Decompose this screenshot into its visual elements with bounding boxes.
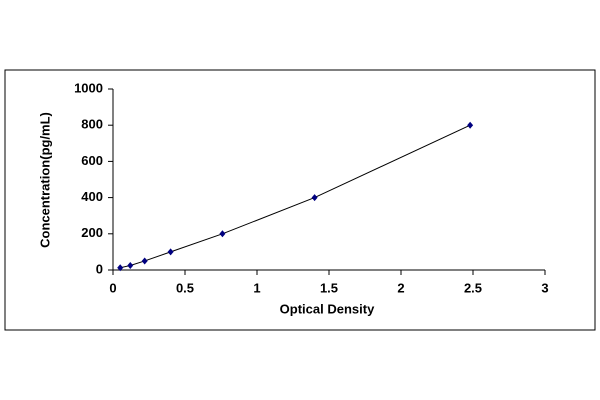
data-point — [117, 264, 124, 272]
y-axis-label: Concentration(pg/mL) — [37, 112, 52, 248]
data-point — [467, 121, 474, 129]
data-point — [167, 248, 174, 256]
x-tick-label: 1.5 — [320, 280, 338, 295]
x-tick-label: 0 — [109, 280, 116, 295]
x-tick-label: 1 — [253, 280, 260, 295]
data-point — [311, 194, 318, 202]
x-tick-label: 0.5 — [176, 280, 194, 295]
y-tick-label: 200 — [81, 225, 103, 240]
x-tick-label: 2 — [397, 280, 404, 295]
y-tick-label: 1000 — [74, 80, 103, 95]
x-axis-label: Optical Density — [280, 301, 375, 316]
x-tick-label: 3 — [541, 280, 548, 295]
y-tick-label: 0 — [96, 261, 103, 276]
data-point — [127, 261, 134, 269]
data-point — [141, 257, 148, 265]
data-point — [219, 230, 226, 238]
x-tick-label: 2.5 — [464, 280, 482, 295]
y-tick-label: 800 — [81, 117, 103, 132]
y-tick-label: 600 — [81, 153, 103, 168]
y-tick-label: 400 — [81, 189, 103, 204]
chart-frame — [4, 69, 596, 331]
